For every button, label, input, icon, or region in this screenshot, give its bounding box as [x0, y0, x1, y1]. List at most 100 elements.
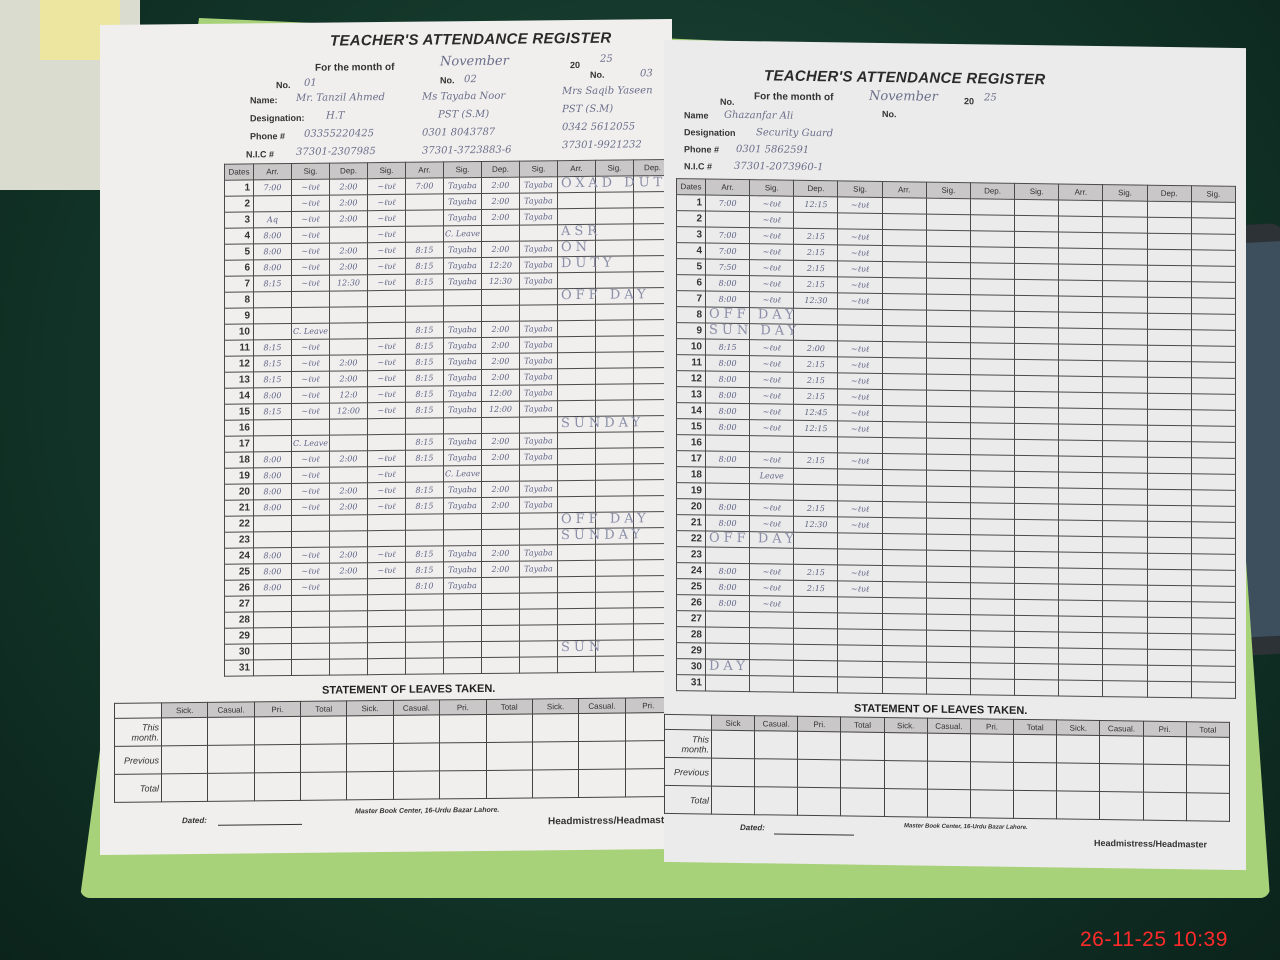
attendance-cell[interactable]: Tayaba: [443, 209, 482, 226]
signature-cell[interactable]: ~ℓυℓ: [749, 595, 794, 613]
attendance-cell[interactable]: 8:00: [705, 291, 750, 308]
attendance-cell[interactable]: [1191, 521, 1236, 539]
attendance-cell[interactable]: [1102, 296, 1148, 314]
attendance-cell[interactable]: [1058, 679, 1103, 697]
attendance-cell[interactable]: [595, 383, 634, 401]
attendance-cell[interactable]: 12:00: [481, 401, 520, 418]
attendance-cell[interactable]: Tayaba: [519, 480, 558, 498]
attendance-cell[interactable]: [970, 358, 1015, 376]
attendance-cell[interactable]: [705, 211, 750, 228]
attendance-cell[interactable]: [291, 515, 330, 532]
attendance-cell[interactable]: 2:00: [329, 562, 368, 580]
attendance-cell[interactable]: [367, 514, 406, 531]
attendance-cell[interactable]: [253, 307, 292, 324]
leave-cell[interactable]: [578, 712, 626, 742]
attendance-cell[interactable]: [253, 627, 292, 644]
attendance-cell[interactable]: [749, 611, 794, 629]
attendance-cell[interactable]: Tayaba: [443, 257, 482, 274]
attendance-cell[interactable]: [1147, 665, 1192, 682]
attendance-cell[interactable]: [882, 565, 927, 583]
attendance-cell[interactable]: 8:00: [253, 499, 292, 516]
attendance-cell[interactable]: [837, 660, 883, 678]
attendance-cell[interactable]: C. Leave: [291, 435, 330, 452]
attendance-cell[interactable]: [1058, 263, 1103, 281]
attendance-cell[interactable]: [926, 550, 971, 567]
attendance-cell[interactable]: [329, 306, 368, 324]
attendance-cell[interactable]: [882, 229, 927, 247]
attendance-cell[interactable]: [1102, 216, 1148, 234]
leave-cell[interactable]: [711, 786, 755, 815]
attendance-cell[interactable]: [1191, 345, 1236, 363]
attendance-cell[interactable]: [557, 352, 596, 369]
attendance-cell[interactable]: [405, 593, 444, 611]
attendance-cell[interactable]: [1102, 664, 1148, 682]
attendance-cell[interactable]: [1058, 247, 1103, 265]
signature-cell[interactable]: ~ℓυℓ: [749, 403, 794, 421]
attendance-cell[interactable]: [970, 422, 1015, 440]
leave-cell[interactable]: [1056, 762, 1100, 792]
attendance-cell[interactable]: [519, 576, 558, 594]
attendance-cell[interactable]: Tayaba: [443, 241, 482, 258]
leave-cell[interactable]: [254, 744, 301, 773]
attendance-cell[interactable]: 12:30: [793, 292, 838, 309]
attendance-cell[interactable]: [557, 496, 596, 513]
attendance-cell[interactable]: [443, 305, 482, 322]
attendance-cell[interactable]: [367, 434, 406, 451]
attendance-cell[interactable]: Tayaba: [519, 240, 558, 258]
attendance-cell[interactable]: [926, 214, 971, 231]
attendance-cell[interactable]: [970, 326, 1015, 344]
attendance-cell[interactable]: [1058, 439, 1103, 457]
signature-cell[interactable]: ~ℓυℓ: [837, 388, 883, 406]
attendance-cell[interactable]: [1014, 647, 1059, 664]
attendance-cell[interactable]: [1147, 233, 1192, 250]
leave-cell[interactable]: [1099, 791, 1144, 821]
attendance-cell[interactable]: [882, 501, 927, 519]
attendance-cell[interactable]: [1014, 567, 1059, 584]
attendance-cell[interactable]: [926, 534, 971, 551]
attendance-cell[interactable]: [837, 548, 883, 566]
attendance-cell[interactable]: [882, 213, 927, 231]
signature-cell[interactable]: ~ℓυℓ: [749, 371, 794, 389]
attendance-cell[interactable]: [1014, 311, 1059, 328]
attendance-cell[interactable]: [1191, 313, 1236, 331]
attendance-cell[interactable]: 2:00: [481, 561, 520, 578]
attendance-cell[interactable]: [367, 658, 406, 675]
attendance-cell[interactable]: [1058, 375, 1103, 393]
leave-cell[interactable]: [578, 768, 626, 798]
attendance-cell[interactable]: [1014, 551, 1059, 568]
attendance-cell[interactable]: [519, 512, 558, 530]
attendance-cell[interactable]: [481, 609, 520, 626]
attendance-cell[interactable]: [1191, 297, 1236, 315]
attendance-cell[interactable]: [793, 612, 838, 629]
attendance-cell[interactable]: 8:15: [405, 449, 444, 467]
attendance-cell[interactable]: [1191, 585, 1236, 603]
attendance-cell[interactable]: [1147, 473, 1192, 490]
attendance-cell[interactable]: Tayaba: [519, 320, 558, 338]
attendance-cell[interactable]: [970, 598, 1015, 616]
leave-cell[interactable]: [927, 733, 971, 762]
attendance-cell[interactable]: [329, 514, 368, 532]
attendance-cell[interactable]: [1102, 360, 1148, 378]
attendance-cell[interactable]: [443, 529, 482, 546]
attendance-cell[interactable]: [1191, 569, 1236, 587]
attendance-cell[interactable]: [405, 225, 444, 243]
attendance-cell[interactable]: [1147, 281, 1192, 298]
attendance-cell[interactable]: [367, 530, 406, 547]
attendance-cell[interactable]: [1014, 599, 1059, 616]
attendance-cell[interactable]: 2:15: [793, 452, 838, 469]
attendance-cell[interactable]: Leave: [749, 467, 794, 485]
leave-cell[interactable]: [1056, 790, 1100, 820]
signature-cell[interactable]: ~ℓυℓ: [291, 211, 330, 228]
signature-cell[interactable]: ~ℓυℓ: [837, 372, 883, 390]
attendance-cell[interactable]: [1058, 215, 1103, 233]
attendance-cell[interactable]: [329, 578, 368, 596]
attendance-cell[interactable]: [1191, 457, 1236, 475]
attendance-cell[interactable]: [926, 646, 971, 663]
signature-cell[interactable]: ~ℓυℓ: [367, 386, 406, 403]
attendance-cell[interactable]: [329, 226, 368, 244]
attendance-cell[interactable]: [519, 656, 558, 674]
attendance-cell[interactable]: [329, 418, 368, 436]
attendance-cell[interactable]: [837, 596, 883, 614]
attendance-cell[interactable]: [970, 470, 1015, 488]
leave-cell[interactable]: [532, 713, 579, 742]
